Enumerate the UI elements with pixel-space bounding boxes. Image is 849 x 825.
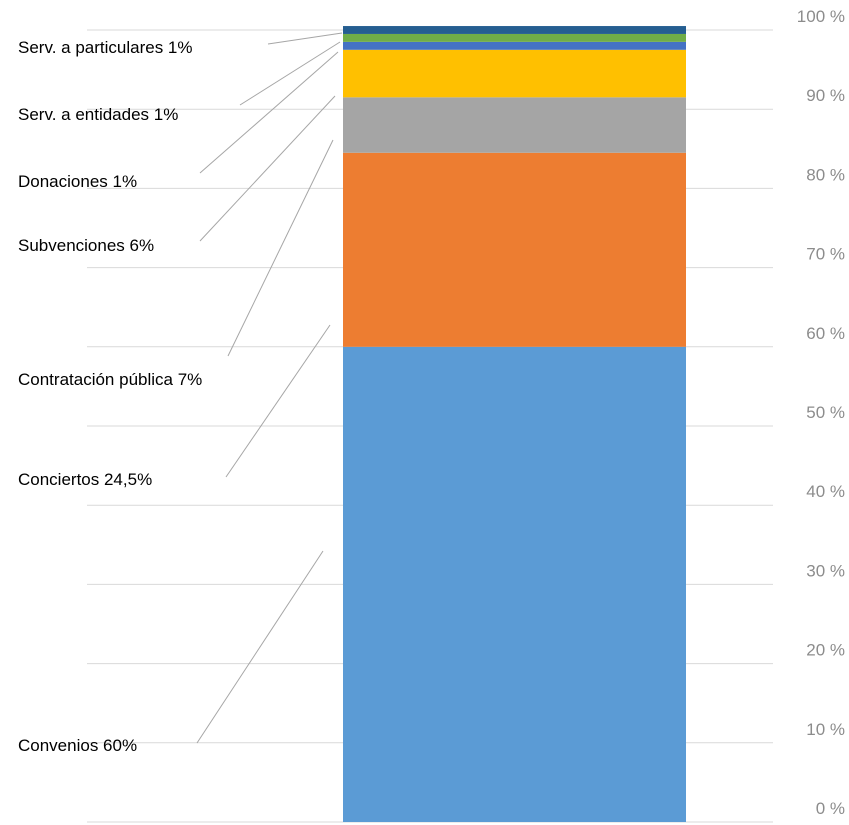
leader-line (199, 95, 336, 242)
leader-line (239, 41, 341, 106)
y-tick-label: 30 % (806, 561, 845, 580)
bar-segment-donaciones (343, 41, 686, 50)
segment-label: Convenios 60% (18, 736, 137, 755)
segment-labels: Convenios 60% Conciertos 24,5% Contratació… (18, 38, 202, 755)
bar-segment-serv-a-particulares (343, 26, 686, 34)
y-tick-label: 0 % (816, 799, 845, 818)
segment-label: Serv. a particulares 1% (18, 38, 192, 57)
segment-label: Contratación pública 7% (18, 370, 202, 389)
leader-line (227, 139, 334, 357)
leader-line (199, 51, 339, 174)
bar-segment-contratación-pública (343, 97, 686, 153)
leader-line (196, 550, 324, 744)
y-axis-ticks: 0 % 10 % 20 % 30 % 40 % 50 % 60 % 70 % 80 % 90 % 1… (797, 7, 845, 818)
y-tick-label: 90 % (806, 86, 845, 105)
y-tick-label: 20 % (806, 641, 845, 660)
leader-line (225, 324, 331, 478)
y-tick-label: 70 % (806, 245, 845, 264)
bar-segment-convenios (343, 346, 686, 822)
y-tick-label: 80 % (806, 165, 845, 184)
bar-segment-subvenciones (343, 49, 686, 98)
y-tick-label: 40 % (806, 482, 845, 501)
label-leader-lines (196, 32, 343, 744)
y-tick-label: 60 % (806, 324, 845, 343)
segment-label: Donaciones 1% (18, 172, 137, 191)
segment-label: Serv. a entidades 1% (18, 105, 178, 124)
y-tick-label: 50 % (806, 403, 845, 422)
leader-line (267, 32, 343, 45)
y-tick-label: 10 % (806, 720, 845, 739)
segment-label: Conciertos 24,5% (18, 470, 152, 489)
y-tick-label: 100 % (797, 7, 845, 26)
bar-segment-serv-a-entidades (343, 33, 686, 42)
segment-label: Subvenciones 6% (18, 236, 154, 255)
bar-segment-conciertos (343, 152, 686, 347)
stacked-bar (343, 26, 686, 822)
